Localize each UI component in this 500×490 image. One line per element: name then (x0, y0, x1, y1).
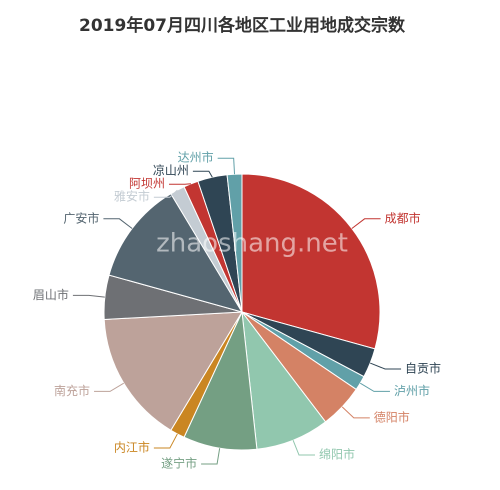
slice-label: 雅安市 (114, 189, 150, 204)
label-line (351, 218, 381, 229)
slice-label: 阿坝州 (129, 177, 165, 191)
pie-slice (108, 193, 244, 313)
label-line (341, 406, 370, 419)
slice-label: 遂宁市 (161, 455, 197, 470)
slice-label: 达州市 (178, 150, 214, 165)
slice-label: 德阳市 (374, 409, 410, 424)
label-line (201, 448, 221, 465)
slice-label: 凉山州 (153, 163, 189, 178)
slice-label: 南充市 (54, 383, 90, 398)
slice-label: 泸州市 (394, 383, 430, 398)
label-line (359, 382, 390, 392)
label-line (103, 218, 133, 229)
slice-label: 成都市 (385, 210, 421, 225)
chart-title: 2019年07月四川各地区工业用地成交宗数 (79, 15, 406, 36)
label-line (192, 170, 213, 178)
pie-slice (103, 311, 243, 431)
label-line (292, 440, 316, 456)
label-line (217, 157, 236, 175)
label-line (153, 189, 178, 198)
slice-label: 广安市 (63, 210, 99, 225)
label-line (94, 382, 125, 392)
label-line (153, 433, 178, 449)
slice-label: 自贡市 (405, 361, 441, 376)
slice-label: 绵阳市 (319, 447, 355, 462)
pie-slice (226, 173, 243, 313)
label-line (370, 362, 402, 370)
slice-label: 内江市 (114, 440, 150, 455)
slice-label: 眉山市 (33, 287, 69, 302)
label-line (72, 294, 105, 298)
watermark: zhaoshang.net (156, 229, 348, 259)
